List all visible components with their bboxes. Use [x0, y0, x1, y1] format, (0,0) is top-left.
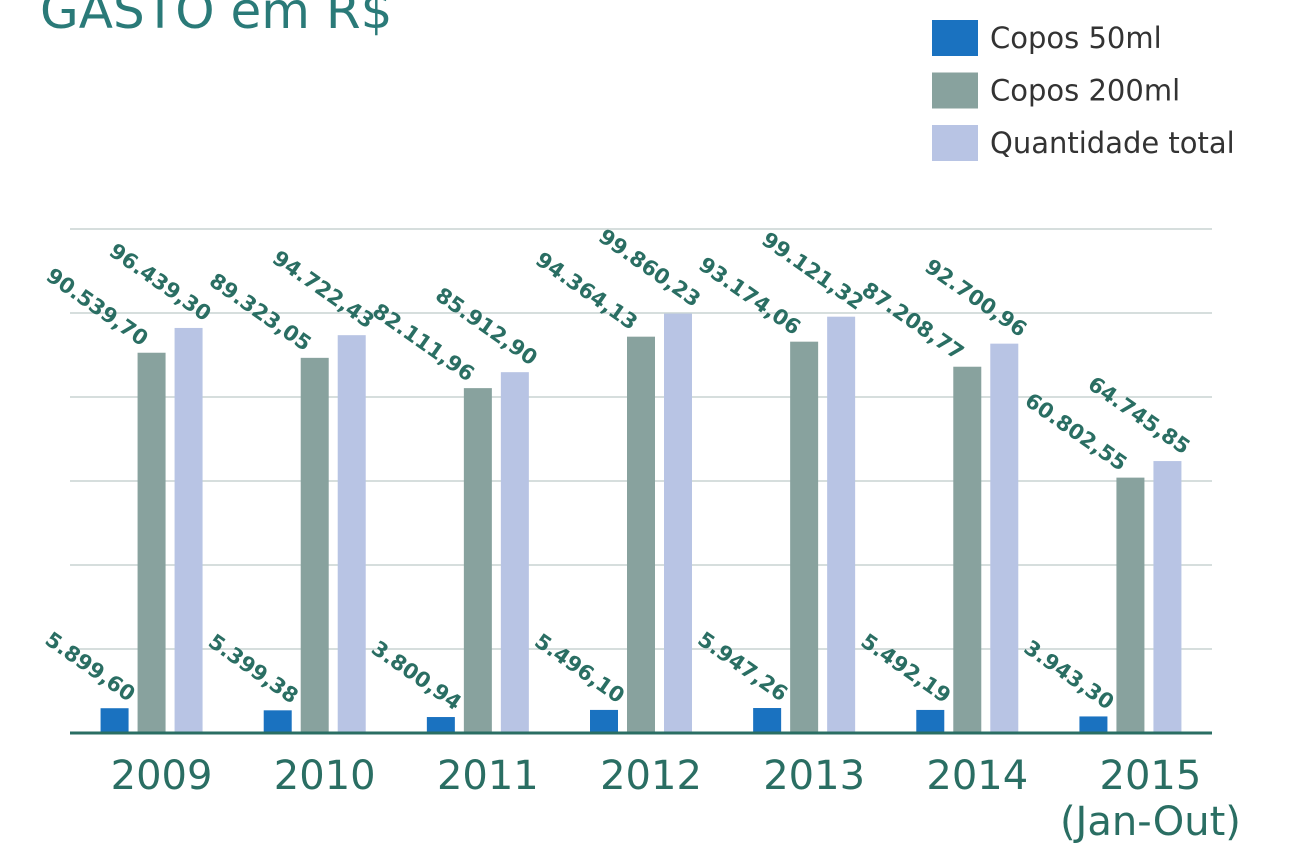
value-label: 3.800,94 — [367, 636, 466, 715]
value-label: 5.492,19 — [857, 629, 956, 708]
bar — [664, 313, 692, 733]
bar — [263, 710, 292, 733]
bar — [1153, 461, 1182, 733]
x-tick-label: 2013 — [763, 753, 866, 799]
bar — [827, 316, 856, 733]
bar — [174, 327, 203, 733]
bar — [790, 341, 819, 733]
legend-swatch — [932, 125, 978, 161]
value-label: 5.947,26 — [693, 627, 792, 706]
bar — [590, 709, 618, 733]
value-label: 5.399,38 — [204, 629, 303, 708]
bar — [990, 343, 1019, 733]
x-tick-label: 2011 — [436, 753, 539, 799]
legend-swatch — [932, 20, 978, 56]
bar — [100, 708, 129, 733]
legend-label: Copos 200ml — [990, 74, 1180, 108]
bar — [137, 352, 166, 733]
x-tick-label: 2012 — [600, 753, 702, 799]
bar — [1116, 477, 1145, 733]
bar — [500, 372, 529, 733]
legend-swatch — [932, 72, 978, 109]
chart-title: GASTO em R$ — [40, 0, 392, 40]
bar — [1079, 716, 1108, 733]
x-tick-label: 2010 — [273, 753, 376, 799]
bar — [753, 708, 782, 733]
legend-label: Quantidade total — [990, 126, 1235, 160]
x-tick-label: 2009 — [110, 753, 213, 799]
bar — [916, 709, 945, 733]
bar — [463, 388, 492, 733]
legend-label: Copos 50ml — [990, 21, 1162, 55]
value-label: 5.496,10 — [530, 629, 629, 708]
bar — [953, 366, 982, 733]
bar — [627, 336, 655, 733]
x-tick-label: 2015 (Jan-Out) — [1059, 753, 1241, 845]
value-label: 3.943,30 — [1020, 635, 1119, 714]
bar — [337, 335, 366, 733]
value-label: 5.899,60 — [41, 627, 140, 706]
bar — [426, 717, 455, 733]
bar — [300, 357, 329, 733]
x-tick-label: 2014 — [926, 753, 1029, 799]
